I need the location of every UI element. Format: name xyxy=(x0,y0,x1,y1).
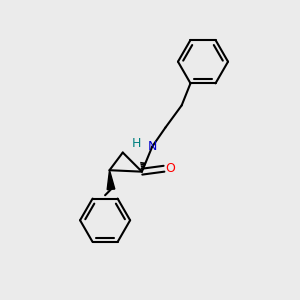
Text: O: O xyxy=(166,162,176,175)
Text: H: H xyxy=(131,137,141,150)
Polygon shape xyxy=(107,170,115,190)
Text: N: N xyxy=(148,140,157,153)
